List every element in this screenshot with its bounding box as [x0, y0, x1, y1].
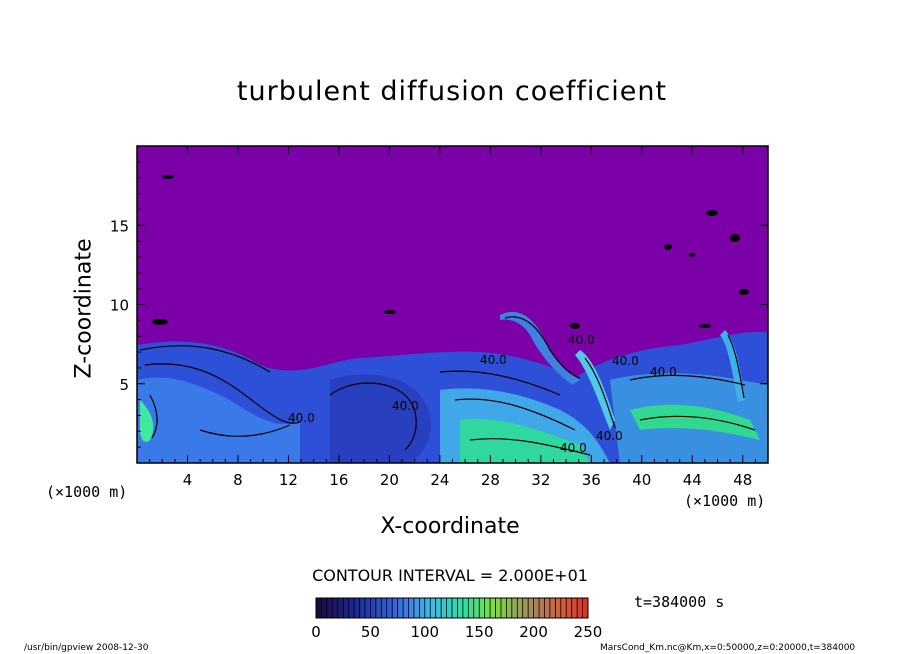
colorbar-tick-label: 250 [574, 623, 603, 641]
contour-lines [139, 316, 756, 456]
contour-label: 40.0 [288, 411, 315, 425]
contour-label-group: 40.0 40.0 40.0 40.0 40.0 40.0 40.0 40.0 [288, 333, 677, 455]
x-tick-label: 36 [582, 471, 601, 489]
contour-label: 40.0 [560, 441, 587, 455]
colorbar-tick-label: 100 [410, 623, 439, 641]
x-axis-label: X-coordinate [380, 514, 520, 539]
plume [500, 311, 580, 385]
colorbar-tick-label: 150 [465, 623, 494, 641]
x-axis: 4 8 12 16 20 24 28 32 36 40 44 48 [149, 146, 756, 489]
eddy-region [137, 377, 300, 463]
x-tick-label: 8 [233, 471, 243, 489]
x-tick-label: 40 [632, 471, 651, 489]
x-tick-label: 16 [329, 471, 348, 489]
y-tick-label: 15 [110, 217, 129, 235]
x-unit-label-right: (×1000 m) [684, 492, 766, 510]
colorbar-ticks: 0 50 100 150 200 250 [311, 623, 602, 641]
high-diffusion-region [630, 404, 760, 440]
contour-label: 40.0 [392, 399, 419, 413]
y-axis-label: Z-coordinate [71, 238, 97, 379]
isolated-cells [152, 175, 749, 329]
plot-field [137, 146, 768, 463]
y-tick-label: 10 [110, 297, 129, 315]
time-label: t=384000 s [634, 593, 725, 611]
x-tick-label: 4 [183, 471, 193, 489]
contour-label: 40.0 [480, 353, 507, 367]
x-tick-label: 44 [683, 471, 702, 489]
contour-label: 40.0 [612, 354, 639, 368]
colorbar-tick-label: 200 [519, 623, 548, 641]
contour-label: 40.0 [596, 429, 623, 443]
contour-label: 40.0 [650, 365, 677, 379]
colorbar-tick-label: 0 [311, 623, 321, 641]
high-diffusion-region [140, 400, 154, 442]
chart-title: turbulent diffusion coefficient [236, 76, 668, 107]
contour-label: 40.0 [568, 333, 595, 347]
plume [575, 350, 615, 430]
x-tick-label: 32 [531, 471, 550, 489]
footer-program-date: /usr/bin/gpview 2008-12-30 [24, 643, 149, 653]
x-tick-label: 28 [481, 471, 500, 489]
x-tick-label: 24 [430, 471, 449, 489]
x-tick-label: 20 [380, 471, 399, 489]
x-unit-label-left: (×1000 m) [46, 483, 128, 501]
x-tick-label: 12 [279, 471, 298, 489]
colorbar-divisions [321, 598, 583, 618]
y-tick-label: 5 [119, 376, 129, 394]
x-tick-label: 48 [733, 471, 752, 489]
colorbar-tick-label: 50 [361, 623, 380, 641]
footer-source: MarsCond_Km.nc@Km,x=0:50000,z=0:20000,t=… [600, 643, 856, 653]
y-axis: 5 10 15 [110, 161, 768, 448]
contour-interval-label: CONTOUR INTERVAL = 2.000E+01 [312, 566, 588, 585]
